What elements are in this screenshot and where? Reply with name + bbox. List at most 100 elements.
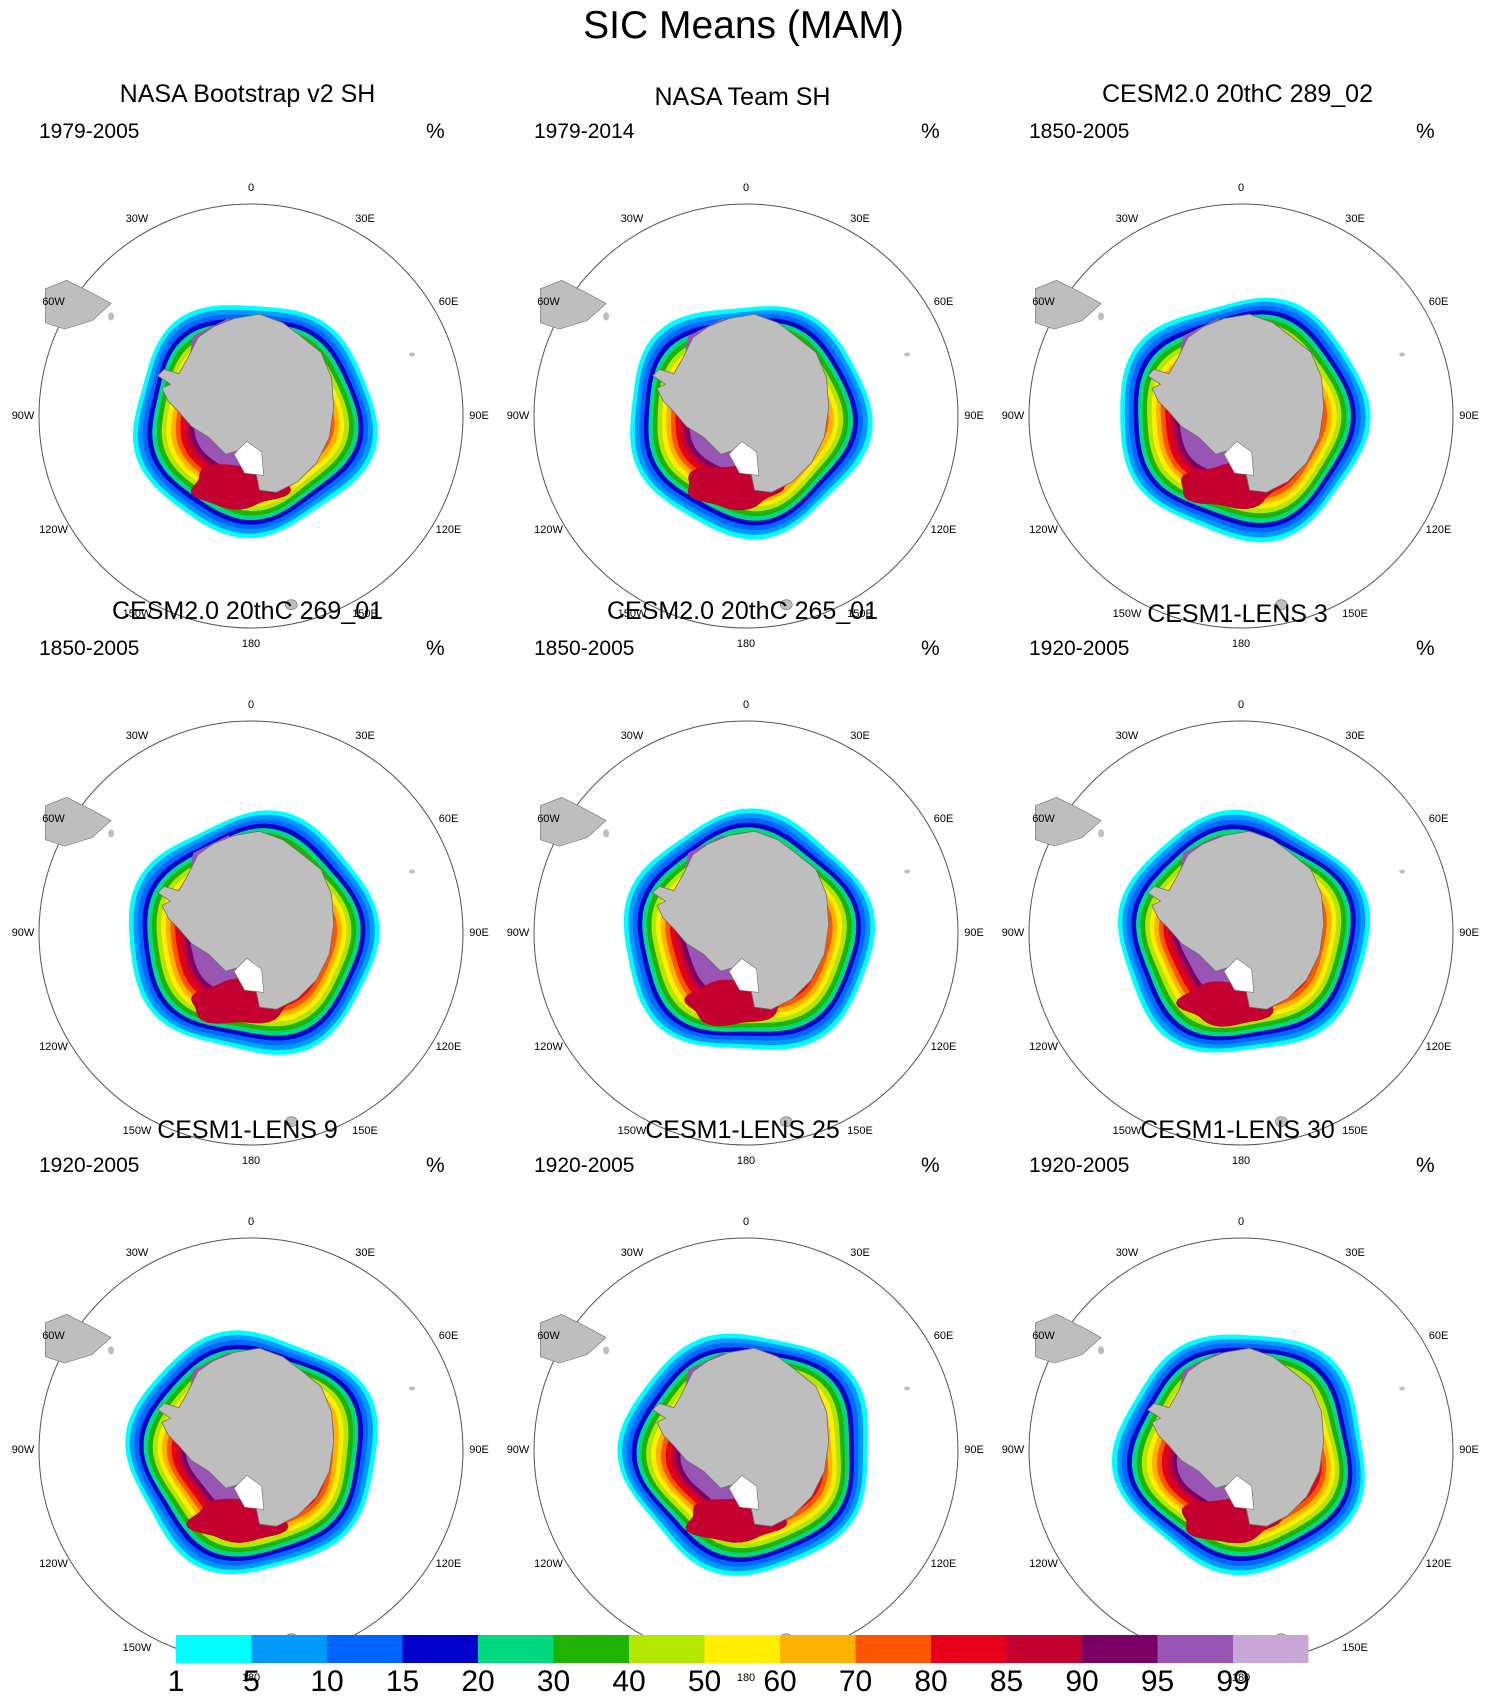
panel-period: 1979-2014 bbox=[534, 120, 635, 143]
longitude-label: 150E bbox=[352, 607, 378, 620]
island-land bbox=[603, 312, 610, 321]
longitude-label: 150E bbox=[1342, 607, 1368, 620]
map-panel: CESM1-LENS 9 1920-2005% 0 30E 60E 90E 120E 150E… bbox=[0, 1104, 495, 1684]
south-america-land bbox=[1035, 279, 1102, 330]
ross-ice-shelf bbox=[728, 1475, 760, 1510]
colorbar-box bbox=[402, 1635, 478, 1663]
map-panel: CESM1-LENS 3 1920-2005% 0 30E 60E 90E 120E 150E… bbox=[990, 587, 1485, 1167]
antarctica-land bbox=[157, 313, 335, 493]
longitude-label: 150W bbox=[1112, 1641, 1142, 1654]
ross-ice-shelf bbox=[233, 1475, 265, 1510]
longitude-label: 60E bbox=[438, 1330, 459, 1342]
island-land bbox=[779, 1116, 793, 1127]
island-land bbox=[1274, 1633, 1288, 1644]
panel-period: 1979-2005 bbox=[39, 120, 140, 143]
longitude-label: 30E bbox=[355, 729, 375, 742]
longitude-label: 120W bbox=[1029, 524, 1058, 536]
polar-map bbox=[1028, 203, 1454, 629]
panel-units: % bbox=[426, 637, 445, 660]
longitude-label: 120E bbox=[435, 1041, 462, 1053]
longitude-label: 90E bbox=[964, 1444, 984, 1456]
longitude-label: 90W bbox=[506, 410, 530, 422]
polar-map bbox=[533, 720, 959, 1146]
panel-period: 1920-2005 bbox=[534, 1154, 635, 1177]
longitude-label: 90W bbox=[11, 927, 35, 939]
longitude-label: 0 bbox=[1237, 1216, 1245, 1228]
island-land bbox=[1399, 869, 1406, 874]
panel-title: NASA Bootstrap v2 SH bbox=[119, 80, 376, 108]
map-panel: NASA Bootstrap v2 SH 1979-2005% 0 30E 60E 90E… bbox=[0, 70, 495, 650]
longitude-label: 120E bbox=[930, 1041, 957, 1053]
island-land bbox=[284, 1116, 298, 1127]
colorbar-label: 30 bbox=[536, 1665, 571, 1698]
colorbar-label: 40 bbox=[612, 1665, 646, 1698]
longitude-label: 30W bbox=[125, 212, 149, 225]
longitude-label: 90W bbox=[11, 410, 35, 422]
polar-map bbox=[38, 203, 464, 629]
panel-title: NASA Team SH bbox=[654, 83, 831, 111]
island-land bbox=[409, 352, 416, 357]
longitude-label: 150E bbox=[1342, 1124, 1368, 1137]
island-land bbox=[1399, 352, 1406, 357]
longitude-label: 30E bbox=[850, 1246, 870, 1259]
island-land bbox=[409, 869, 416, 874]
colorbar-label: 70 bbox=[838, 1665, 873, 1698]
island-land bbox=[1399, 1386, 1406, 1391]
longitude-label: 150E bbox=[847, 1124, 873, 1137]
map-panel: NASA Team SH 1979-2014% 0 30E 60E 90E 120E 150E… bbox=[495, 70, 990, 650]
panel-period: 1850-2005 bbox=[39, 637, 140, 660]
panel-units: % bbox=[426, 1154, 445, 1177]
island-land bbox=[904, 1386, 911, 1391]
longitude-label: 30E bbox=[850, 729, 870, 742]
longitude-label: 60E bbox=[1428, 296, 1449, 308]
longitude-label: 120W bbox=[39, 1041, 68, 1053]
longitude-label: 150E bbox=[847, 1641, 873, 1654]
longitude-label: 180 bbox=[1231, 1672, 1251, 1684]
longitude-label: 120E bbox=[930, 524, 957, 536]
longitude-label: 180 bbox=[736, 1672, 756, 1684]
island-land bbox=[284, 599, 298, 610]
colorbar-label: 15 bbox=[385, 1665, 420, 1698]
longitude-label: 90E bbox=[469, 1444, 489, 1456]
longitude-label: 60W bbox=[1032, 813, 1055, 825]
longitude-label: 90W bbox=[506, 927, 530, 939]
longitude-label: 60W bbox=[1032, 1330, 1055, 1342]
colorbar-label: 50 bbox=[687, 1665, 722, 1698]
polar-map bbox=[533, 203, 959, 629]
main-title: SIC Means (MAM) bbox=[583, 4, 904, 47]
ross-ice-shelf bbox=[1223, 441, 1255, 476]
longitude-label: 90W bbox=[1001, 410, 1025, 422]
longitude-label: 90E bbox=[964, 927, 984, 939]
longitude-label: 120E bbox=[930, 1558, 957, 1570]
longitude-label: 120W bbox=[534, 524, 563, 536]
longitude-label: 120E bbox=[1425, 1041, 1452, 1053]
island-land bbox=[904, 352, 911, 357]
longitude-label: 30W bbox=[125, 1246, 149, 1259]
south-america-land bbox=[1035, 1313, 1102, 1364]
ross-ice-shelf bbox=[233, 958, 265, 993]
longitude-label: 150W bbox=[122, 1124, 152, 1137]
longitude-label: 150E bbox=[1342, 1641, 1368, 1654]
longitude-label: 60E bbox=[438, 296, 459, 308]
longitude-label: 60W bbox=[42, 813, 65, 825]
longitude-label: 90E bbox=[1459, 410, 1479, 422]
longitude-label: 60E bbox=[933, 1330, 954, 1342]
longitude-label: 60W bbox=[537, 1330, 560, 1342]
ross-ice-shelf bbox=[233, 441, 265, 476]
longitude-label: 0 bbox=[247, 699, 255, 711]
antarctica-land bbox=[1147, 313, 1325, 493]
longitude-label: 180 bbox=[241, 1155, 261, 1167]
longitude-label: 120E bbox=[435, 1558, 462, 1570]
longitude-label: 30W bbox=[1115, 729, 1139, 742]
longitude-label: 30E bbox=[355, 1246, 375, 1259]
longitude-label: 150W bbox=[617, 1641, 647, 1654]
antarctica-land bbox=[157, 1347, 335, 1527]
longitude-label: 150E bbox=[352, 1124, 378, 1137]
map-panel: CESM1-LENS 25 1920-2005% 0 30E 60E 90E 120E 150… bbox=[495, 1104, 990, 1684]
map-panel: CESM2.0 20thC 265_01 1850-2005% 0 30E 60E 90E… bbox=[495, 587, 990, 1167]
south-america-land bbox=[45, 279, 112, 330]
longitude-label: 180 bbox=[736, 1155, 756, 1167]
panel-period: 1850-2005 bbox=[534, 637, 635, 660]
longitude-label: 90E bbox=[964, 410, 984, 422]
panel-period: 1920-2005 bbox=[39, 1154, 140, 1177]
